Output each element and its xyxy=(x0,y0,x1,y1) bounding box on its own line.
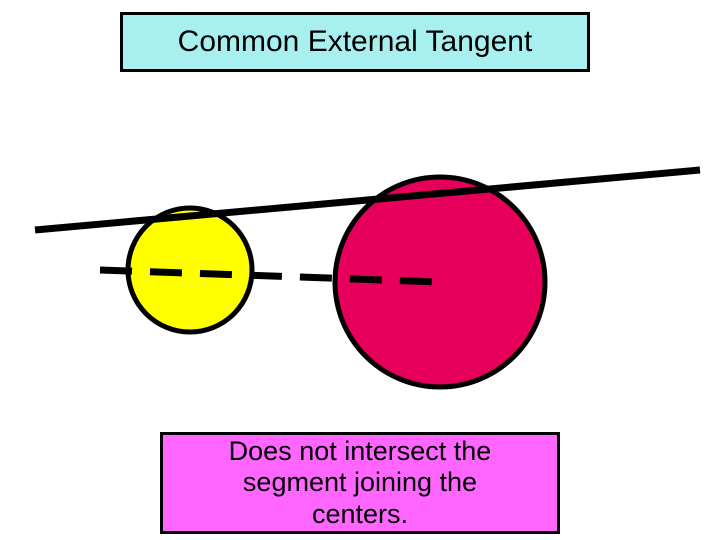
caption-box: Does not intersect thesegment joining th… xyxy=(160,432,560,534)
title-text: Common External Tangent xyxy=(178,25,533,59)
small-circle xyxy=(128,208,252,332)
caption-text: Does not intersect thesegment joining th… xyxy=(229,436,492,529)
title-box: Common External Tangent xyxy=(120,12,590,72)
